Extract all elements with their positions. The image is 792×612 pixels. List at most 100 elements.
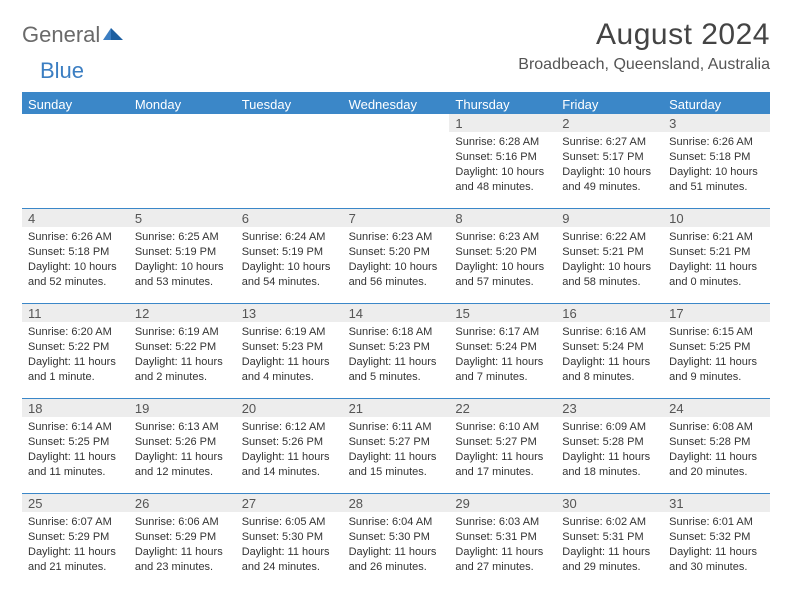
sunset-line: Sunset: 5:31 PM: [562, 530, 657, 545]
day-number: 26: [129, 494, 236, 512]
daylight-line: Daylight: 11 hours and 5 minutes.: [349, 355, 444, 385]
day-cell: 24Sunrise: 6:08 AMSunset: 5:28 PMDayligh…: [663, 399, 770, 493]
day-details: Sunrise: 6:13 AMSunset: 5:26 PMDaylight:…: [129, 417, 236, 481]
sunrise-line: Sunrise: 6:19 AM: [242, 325, 337, 340]
daylight-line: Daylight: 11 hours and 15 minutes.: [349, 450, 444, 480]
sunset-line: Sunset: 5:29 PM: [28, 530, 123, 545]
day-number: 23: [556, 399, 663, 417]
sunrise-line: Sunrise: 6:10 AM: [455, 420, 550, 435]
daylight-line: Daylight: 11 hours and 0 minutes.: [669, 260, 764, 290]
sunrise-line: Sunrise: 6:18 AM: [349, 325, 444, 340]
day-details: Sunrise: 6:03 AMSunset: 5:31 PMDaylight:…: [449, 512, 556, 576]
daylight-line: Daylight: 10 hours and 58 minutes.: [562, 260, 657, 290]
daylight-line: Daylight: 11 hours and 9 minutes.: [669, 355, 764, 385]
week-row: 11Sunrise: 6:20 AMSunset: 5:22 PMDayligh…: [22, 303, 770, 398]
daylight-line: Daylight: 10 hours and 57 minutes.: [455, 260, 550, 290]
sunset-line: Sunset: 5:27 PM: [455, 435, 550, 450]
title-block: August 2024 Broadbeach, Queensland, Aust…: [518, 18, 770, 74]
day-cell: 1Sunrise: 6:28 AMSunset: 5:16 PMDaylight…: [449, 114, 556, 208]
day-cell: 20Sunrise: 6:12 AMSunset: 5:26 PMDayligh…: [236, 399, 343, 493]
day-cell: 26Sunrise: 6:06 AMSunset: 5:29 PMDayligh…: [129, 494, 236, 588]
day-number: 7: [343, 209, 450, 227]
daylight-line: Daylight: 11 hours and 23 minutes.: [135, 545, 230, 575]
day-cell: 28Sunrise: 6:04 AMSunset: 5:30 PMDayligh…: [343, 494, 450, 588]
sunrise-line: Sunrise: 6:16 AM: [562, 325, 657, 340]
day-cell: 30Sunrise: 6:02 AMSunset: 5:31 PMDayligh…: [556, 494, 663, 588]
day-cell: [22, 114, 129, 208]
sunset-line: Sunset: 5:19 PM: [135, 245, 230, 260]
day-details: Sunrise: 6:09 AMSunset: 5:28 PMDaylight:…: [556, 417, 663, 481]
sunrise-line: Sunrise: 6:23 AM: [349, 230, 444, 245]
sunset-line: Sunset: 5:20 PM: [455, 245, 550, 260]
sunrise-line: Sunrise: 6:15 AM: [669, 325, 764, 340]
day-details: Sunrise: 6:14 AMSunset: 5:25 PMDaylight:…: [22, 417, 129, 481]
dow-thursday: Thursday: [449, 97, 556, 112]
day-details: Sunrise: 6:22 AMSunset: 5:21 PMDaylight:…: [556, 227, 663, 291]
day-cell: 29Sunrise: 6:03 AMSunset: 5:31 PMDayligh…: [449, 494, 556, 588]
sunset-line: Sunset: 5:28 PM: [669, 435, 764, 450]
sunrise-line: Sunrise: 6:03 AM: [455, 515, 550, 530]
day-details: Sunrise: 6:23 AMSunset: 5:20 PMDaylight:…: [343, 227, 450, 291]
day-details: Sunrise: 6:27 AMSunset: 5:17 PMDaylight:…: [556, 132, 663, 196]
day-number: 3: [663, 114, 770, 132]
day-details: Sunrise: 6:26 AMSunset: 5:18 PMDaylight:…: [22, 227, 129, 291]
day-number: 2: [556, 114, 663, 132]
sunset-line: Sunset: 5:26 PM: [242, 435, 337, 450]
sunset-line: Sunset: 5:32 PM: [669, 530, 764, 545]
day-number: [129, 114, 236, 132]
daylight-line: Daylight: 11 hours and 12 minutes.: [135, 450, 230, 480]
dow-saturday: Saturday: [663, 97, 770, 112]
brand-part1: General: [22, 22, 100, 48]
sunset-line: Sunset: 5:22 PM: [28, 340, 123, 355]
brand-part2: Blue: [40, 58, 84, 84]
sunset-line: Sunset: 5:21 PM: [562, 245, 657, 260]
day-number: 20: [236, 399, 343, 417]
sunset-line: Sunset: 5:22 PM: [135, 340, 230, 355]
sunrise-line: Sunrise: 6:23 AM: [455, 230, 550, 245]
day-details: Sunrise: 6:08 AMSunset: 5:28 PMDaylight:…: [663, 417, 770, 481]
sunset-line: Sunset: 5:29 PM: [135, 530, 230, 545]
sunrise-line: Sunrise: 6:21 AM: [669, 230, 764, 245]
day-number: 28: [343, 494, 450, 512]
day-details: Sunrise: 6:01 AMSunset: 5:32 PMDaylight:…: [663, 512, 770, 576]
day-details: Sunrise: 6:24 AMSunset: 5:19 PMDaylight:…: [236, 227, 343, 291]
day-details: Sunrise: 6:18 AMSunset: 5:23 PMDaylight:…: [343, 322, 450, 386]
sunrise-line: Sunrise: 6:14 AM: [28, 420, 123, 435]
daylight-line: Daylight: 10 hours and 49 minutes.: [562, 165, 657, 195]
sunrise-line: Sunrise: 6:25 AM: [135, 230, 230, 245]
daylight-line: Daylight: 11 hours and 7 minutes.: [455, 355, 550, 385]
day-details: Sunrise: 6:21 AMSunset: 5:21 PMDaylight:…: [663, 227, 770, 291]
sunset-line: Sunset: 5:24 PM: [562, 340, 657, 355]
day-number: 12: [129, 304, 236, 322]
daylight-line: Daylight: 11 hours and 24 minutes.: [242, 545, 337, 575]
day-number: 10: [663, 209, 770, 227]
day-number: 22: [449, 399, 556, 417]
daylight-line: Daylight: 11 hours and 29 minutes.: [562, 545, 657, 575]
day-details: Sunrise: 6:19 AMSunset: 5:23 PMDaylight:…: [236, 322, 343, 386]
day-cell: 11Sunrise: 6:20 AMSunset: 5:22 PMDayligh…: [22, 304, 129, 398]
day-number: 31: [663, 494, 770, 512]
day-details: Sunrise: 6:07 AMSunset: 5:29 PMDaylight:…: [22, 512, 129, 576]
day-details: Sunrise: 6:16 AMSunset: 5:24 PMDaylight:…: [556, 322, 663, 386]
day-number: 29: [449, 494, 556, 512]
sunset-line: Sunset: 5:16 PM: [455, 150, 550, 165]
daylight-line: Daylight: 11 hours and 17 minutes.: [455, 450, 550, 480]
dow-wednesday: Wednesday: [343, 97, 450, 112]
sunset-line: Sunset: 5:30 PM: [349, 530, 444, 545]
daylight-line: Daylight: 10 hours and 54 minutes.: [242, 260, 337, 290]
day-details: Sunrise: 6:20 AMSunset: 5:22 PMDaylight:…: [22, 322, 129, 386]
day-details: Sunrise: 6:04 AMSunset: 5:30 PMDaylight:…: [343, 512, 450, 576]
day-cell: 16Sunrise: 6:16 AMSunset: 5:24 PMDayligh…: [556, 304, 663, 398]
day-cell: 19Sunrise: 6:13 AMSunset: 5:26 PMDayligh…: [129, 399, 236, 493]
sunrise-line: Sunrise: 6:01 AM: [669, 515, 764, 530]
day-cell: 8Sunrise: 6:23 AMSunset: 5:20 PMDaylight…: [449, 209, 556, 303]
day-number: 9: [556, 209, 663, 227]
week-row: 18Sunrise: 6:14 AMSunset: 5:25 PMDayligh…: [22, 398, 770, 493]
day-cell: 13Sunrise: 6:19 AMSunset: 5:23 PMDayligh…: [236, 304, 343, 398]
day-details: Sunrise: 6:06 AMSunset: 5:29 PMDaylight:…: [129, 512, 236, 576]
daylight-line: Daylight: 10 hours and 52 minutes.: [28, 260, 123, 290]
daylight-line: Daylight: 11 hours and 4 minutes.: [242, 355, 337, 385]
sunrise-line: Sunrise: 6:19 AM: [135, 325, 230, 340]
sunrise-line: Sunrise: 6:09 AM: [562, 420, 657, 435]
day-number: 30: [556, 494, 663, 512]
